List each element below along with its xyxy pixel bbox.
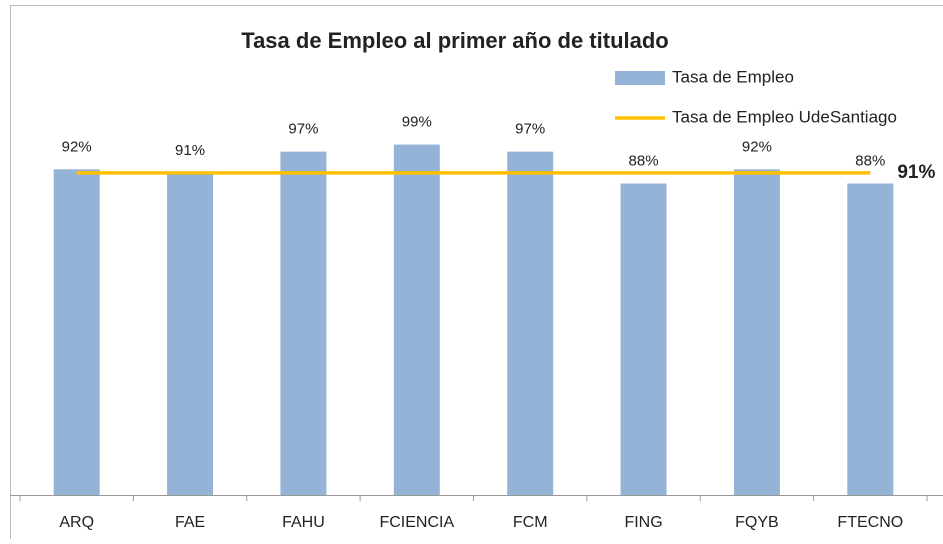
x-tick-label: FAE — [175, 514, 205, 531]
x-tick-label: FCM — [513, 514, 548, 531]
x-tick-label: FAHU — [282, 514, 325, 531]
x-tick-label: FQYB — [735, 514, 779, 531]
data-label: 88% — [855, 152, 885, 169]
bar — [507, 151, 554, 495]
bar — [393, 144, 440, 496]
data-label: 88% — [629, 152, 659, 169]
line-label: 91% — [897, 162, 935, 183]
chart-title: Tasa de Empleo al primer año de titulado — [241, 28, 668, 53]
bar — [280, 151, 327, 495]
bar — [620, 183, 667, 496]
x-tick-label: ARQ — [59, 514, 94, 531]
x-tick-label: FTECNO — [837, 514, 903, 531]
legend-label: Tasa de Empleo — [672, 67, 794, 86]
data-label: 92% — [62, 138, 92, 155]
x-tick-label: FCIENCIA — [379, 514, 454, 531]
legend-swatch — [615, 71, 665, 85]
x-tick-label: FING — [624, 514, 662, 531]
legend-label: Tasa de Empleo UdeSantiago — [672, 107, 897, 126]
bar — [53, 169, 100, 495]
data-label: 97% — [288, 121, 318, 138]
data-label: 97% — [515, 121, 545, 138]
data-label: 92% — [742, 138, 772, 155]
data-label: 91% — [175, 142, 205, 159]
bar — [733, 169, 780, 495]
data-label: 99% — [402, 114, 432, 131]
bar — [847, 183, 894, 496]
bar — [167, 172, 214, 496]
